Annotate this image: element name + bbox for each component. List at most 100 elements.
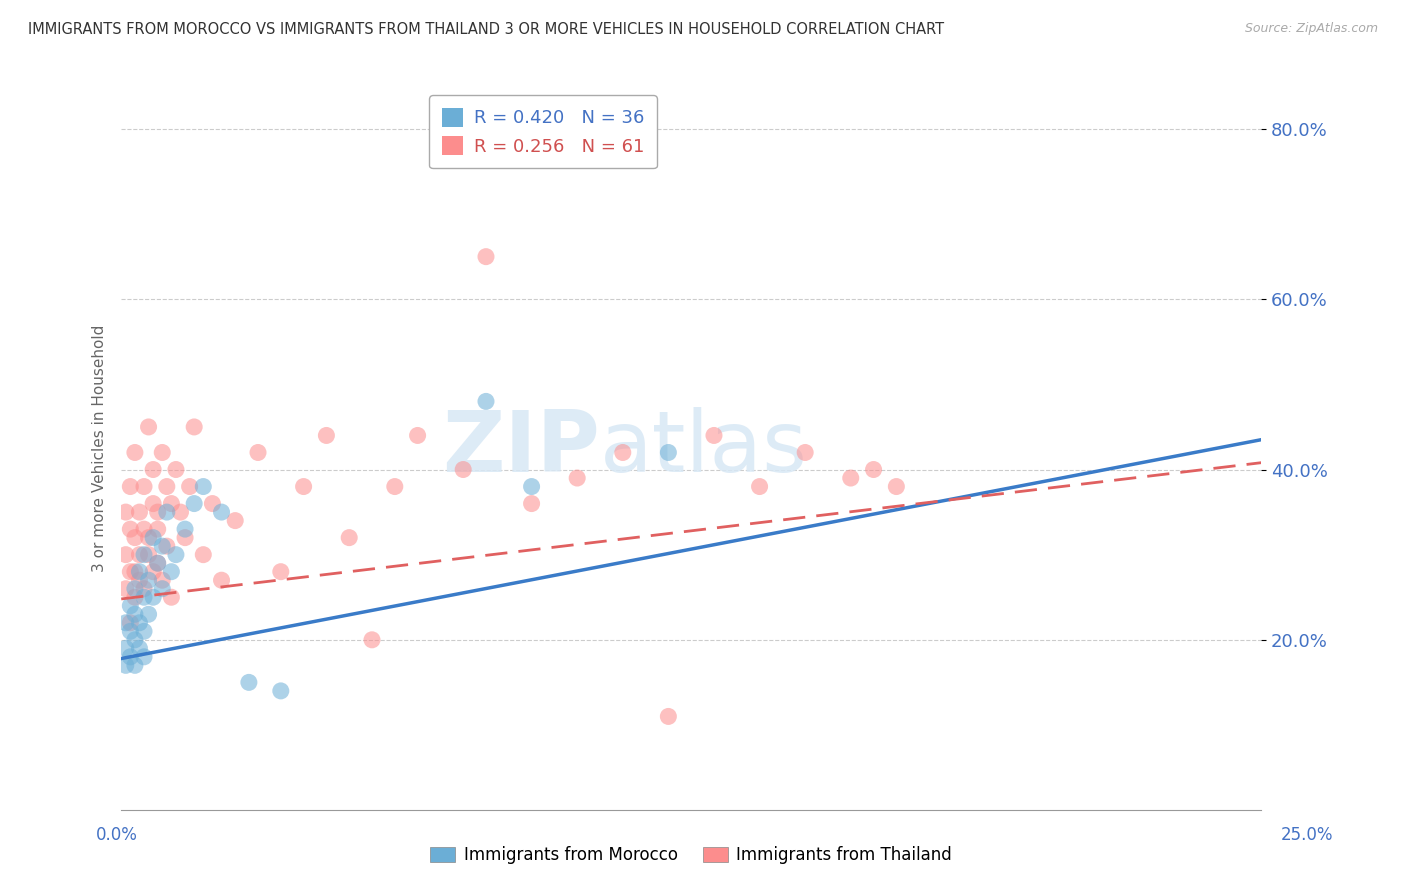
- Point: [238, 675, 260, 690]
- Point: [150, 573, 173, 587]
- Point: [703, 428, 725, 442]
- Point: [120, 479, 142, 493]
- Point: [146, 505, 169, 519]
- Point: [794, 445, 817, 459]
- Point: [156, 505, 179, 519]
- Point: [160, 565, 183, 579]
- Point: [120, 649, 142, 664]
- Point: [120, 522, 142, 536]
- Point: [124, 582, 146, 596]
- Point: [174, 531, 197, 545]
- Point: [361, 632, 384, 647]
- Point: [142, 591, 165, 605]
- Point: [114, 615, 136, 630]
- Point: [124, 607, 146, 622]
- Point: [657, 709, 679, 723]
- Point: [146, 522, 169, 536]
- Point: [146, 556, 169, 570]
- Legend: Immigrants from Morocco, Immigrants from Thailand: Immigrants from Morocco, Immigrants from…: [423, 839, 959, 871]
- Point: [156, 539, 179, 553]
- Point: [114, 658, 136, 673]
- Point: [138, 548, 160, 562]
- Point: [475, 250, 498, 264]
- Point: [292, 479, 315, 493]
- Point: [132, 591, 155, 605]
- Point: [315, 428, 337, 442]
- Point: [657, 445, 679, 459]
- Point: [160, 497, 183, 511]
- Point: [337, 531, 360, 545]
- Point: [142, 497, 165, 511]
- Text: ZIP: ZIP: [443, 407, 600, 490]
- Point: [128, 505, 150, 519]
- Point: [270, 565, 292, 579]
- Point: [862, 462, 884, 476]
- Point: [451, 462, 474, 476]
- Point: [124, 445, 146, 459]
- Point: [567, 471, 589, 485]
- Point: [114, 505, 136, 519]
- Point: [193, 548, 215, 562]
- Point: [748, 479, 770, 493]
- Point: [128, 641, 150, 656]
- Text: IMMIGRANTS FROM MOROCCO VS IMMIGRANTS FROM THAILAND 3 OR MORE VEHICLES IN HOUSEH: IMMIGRANTS FROM MOROCCO VS IMMIGRANTS FR…: [28, 22, 945, 37]
- Point: [132, 582, 155, 596]
- Point: [132, 479, 155, 493]
- Point: [150, 539, 173, 553]
- Point: [120, 565, 142, 579]
- Text: 25.0%: 25.0%: [1281, 826, 1333, 844]
- Point: [160, 591, 183, 605]
- Point: [120, 599, 142, 613]
- Point: [270, 684, 292, 698]
- Point: [124, 531, 146, 545]
- Point: [124, 632, 146, 647]
- Y-axis label: 3 or more Vehicles in Household: 3 or more Vehicles in Household: [93, 325, 107, 572]
- Point: [211, 505, 233, 519]
- Text: Source: ZipAtlas.com: Source: ZipAtlas.com: [1244, 22, 1378, 36]
- Point: [384, 479, 406, 493]
- Point: [247, 445, 270, 459]
- Point: [174, 522, 197, 536]
- Point: [150, 445, 173, 459]
- Point: [120, 624, 142, 639]
- Point: [138, 607, 160, 622]
- Point: [165, 462, 187, 476]
- Point: [211, 573, 233, 587]
- Point: [146, 556, 169, 570]
- Point: [193, 479, 215, 493]
- Point: [406, 428, 429, 442]
- Point: [165, 548, 187, 562]
- Point: [142, 462, 165, 476]
- Point: [612, 445, 634, 459]
- Point: [114, 548, 136, 562]
- Point: [132, 649, 155, 664]
- Point: [142, 565, 165, 579]
- Point: [128, 548, 150, 562]
- Point: [124, 658, 146, 673]
- Point: [183, 497, 205, 511]
- Point: [132, 548, 155, 562]
- Point: [475, 394, 498, 409]
- Point: [520, 497, 543, 511]
- Point: [132, 522, 155, 536]
- Point: [124, 565, 146, 579]
- Point: [886, 479, 908, 493]
- Point: [839, 471, 862, 485]
- Point: [128, 565, 150, 579]
- Point: [179, 479, 201, 493]
- Point: [114, 582, 136, 596]
- Point: [183, 420, 205, 434]
- Point: [120, 615, 142, 630]
- Point: [520, 479, 543, 493]
- Point: [138, 531, 160, 545]
- Point: [138, 573, 160, 587]
- Point: [142, 531, 165, 545]
- Point: [114, 641, 136, 656]
- Point: [156, 479, 179, 493]
- Point: [201, 497, 224, 511]
- Point: [132, 624, 155, 639]
- Point: [128, 573, 150, 587]
- Text: 0.0%: 0.0%: [96, 826, 138, 844]
- Point: [138, 420, 160, 434]
- Text: atlas: atlas: [600, 407, 808, 490]
